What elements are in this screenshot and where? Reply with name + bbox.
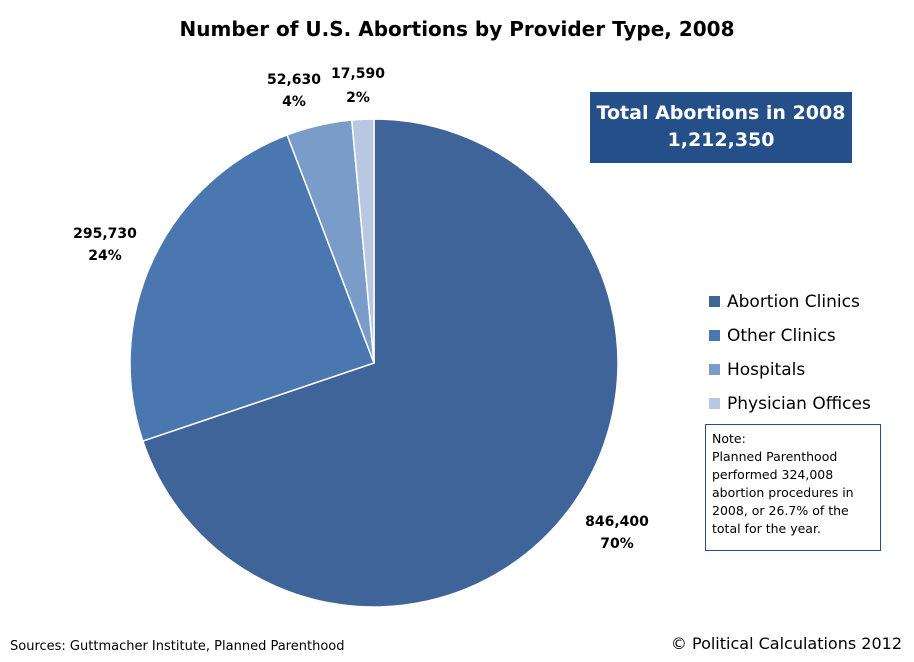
pie-slice-physician-offices bbox=[350, 118, 375, 364]
chart-title: Number of U.S. Abortions by Provider Typ… bbox=[180, 17, 735, 41]
legend-swatch bbox=[709, 296, 720, 307]
legend-label: Abortion Clinics bbox=[727, 292, 860, 312]
pie-slice-other-clinics bbox=[129, 134, 375, 443]
legend-label: Other Clinics bbox=[727, 326, 836, 346]
total-box-value: 1,212,350 bbox=[667, 129, 775, 151]
data-label-percent: 4% bbox=[282, 94, 306, 110]
legend-swatch bbox=[709, 330, 720, 341]
copyright-footer: © Political Calculations 2012 bbox=[670, 634, 902, 653]
data-label-value: 295,730 bbox=[73, 226, 137, 242]
legend-label: Physician Offices bbox=[727, 394, 871, 414]
legend-item-physician-offices: Physician Offices bbox=[709, 394, 871, 414]
data-label-percent: 24% bbox=[88, 248, 122, 264]
data-label-percent: 2% bbox=[346, 90, 370, 106]
data-label-value: 846,400 bbox=[585, 514, 649, 530]
legend-label: Hospitals bbox=[727, 360, 805, 380]
note-text: Planned Parenthood performed 324,008 abo… bbox=[712, 449, 854, 536]
data-label-other-clinics: 295,730 24% bbox=[73, 226, 137, 264]
note-box: Note: Planned Parenthood performed 324,0… bbox=[705, 424, 881, 551]
data-label-hospitals: 52,630 4% bbox=[267, 72, 321, 110]
total-box-title: Total Abortions in 2008 bbox=[596, 102, 846, 124]
data-label-percent: 70% bbox=[600, 536, 634, 552]
legend: Abortion Clinics Other Clinics Hospitals… bbox=[709, 292, 871, 414]
pie-slice-abortion-clinics bbox=[141, 118, 619, 608]
data-label-abortion-clinics: 846,400 70% bbox=[585, 514, 649, 552]
legend-item-other-clinics: Other Clinics bbox=[709, 326, 836, 346]
data-label-physician-offices: 17,590 2% bbox=[331, 66, 385, 106]
data-label-value: 17,590 bbox=[331, 66, 385, 82]
note-heading: Note: bbox=[712, 431, 746, 446]
data-label-value: 52,630 bbox=[267, 72, 321, 88]
sources-footer: Sources: Guttmacher Institute, Planned P… bbox=[10, 639, 345, 654]
legend-item-hospitals: Hospitals bbox=[709, 360, 805, 380]
legend-swatch bbox=[709, 364, 720, 375]
pie-slices bbox=[129, 118, 619, 608]
total-abortions-box: Total Abortions in 2008 1,212,350 bbox=[590, 92, 852, 163]
legend-swatch bbox=[709, 398, 720, 409]
legend-item-abortion-clinics: Abortion Clinics bbox=[709, 292, 860, 312]
